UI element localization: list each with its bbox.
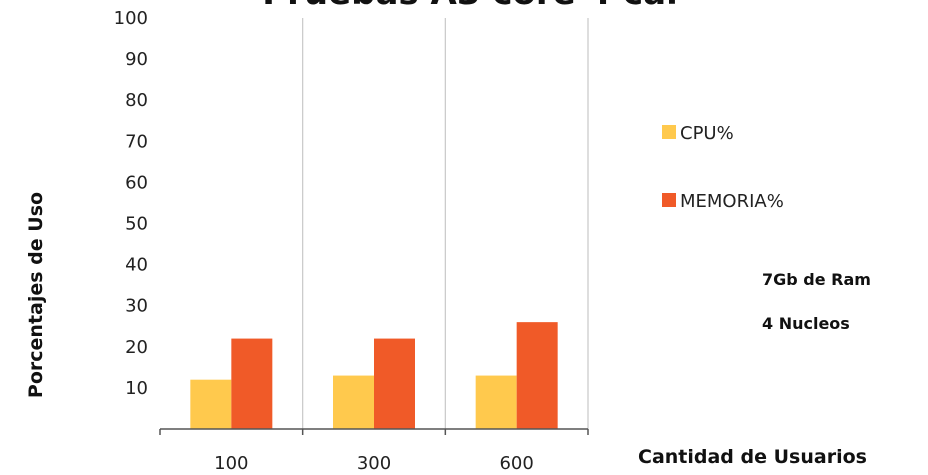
legend-label-memoria: MEMORIA% bbox=[680, 191, 784, 212]
legend: CPU% MEMORIA% bbox=[662, 123, 784, 212]
y-tick-label: 60 bbox=[125, 172, 148, 193]
grid bbox=[302, 18, 589, 429]
legend-swatch-memoria bbox=[662, 193, 676, 207]
bar-cpu-100 bbox=[190, 379, 232, 429]
bar-cpu-300 bbox=[333, 375, 374, 429]
y-tick-label: 20 bbox=[125, 337, 148, 358]
bar-memoria-600 bbox=[516, 322, 558, 429]
legend-label-cpu: CPU% bbox=[680, 123, 734, 144]
y-tick-label: 30 bbox=[125, 296, 148, 317]
bar-memoria-300 bbox=[374, 338, 415, 429]
bar-cpu-600 bbox=[475, 375, 517, 429]
y-tick-label: 100 bbox=[114, 8, 148, 29]
x-tick-label: 300 bbox=[357, 453, 391, 474]
y-tick-label: 10 bbox=[125, 378, 148, 399]
x-tick-label: 600 bbox=[499, 453, 533, 474]
axes bbox=[159, 428, 589, 435]
y-tick-label: 50 bbox=[125, 214, 148, 235]
y-axis-title: Porcentajes de Uso bbox=[25, 192, 47, 398]
x-axis-title: Cantidad de Usuarios bbox=[638, 446, 867, 468]
note-nucleos: 4 Nucleos bbox=[762, 314, 850, 333]
chart-title: Pruebas A3 core 4 cal bbox=[262, 0, 678, 13]
bars bbox=[190, 322, 558, 429]
bar-memoria-100 bbox=[231, 338, 273, 429]
y-tick-label: 70 bbox=[125, 131, 148, 152]
note-ram: 7Gb de Ram bbox=[762, 270, 871, 289]
x-tick-label: 100 bbox=[214, 453, 248, 474]
y-tick-label: 40 bbox=[125, 255, 148, 276]
y-tick-label: 90 bbox=[125, 49, 148, 70]
y-tick-label: 80 bbox=[125, 90, 148, 111]
legend-swatch-cpu bbox=[662, 125, 676, 139]
